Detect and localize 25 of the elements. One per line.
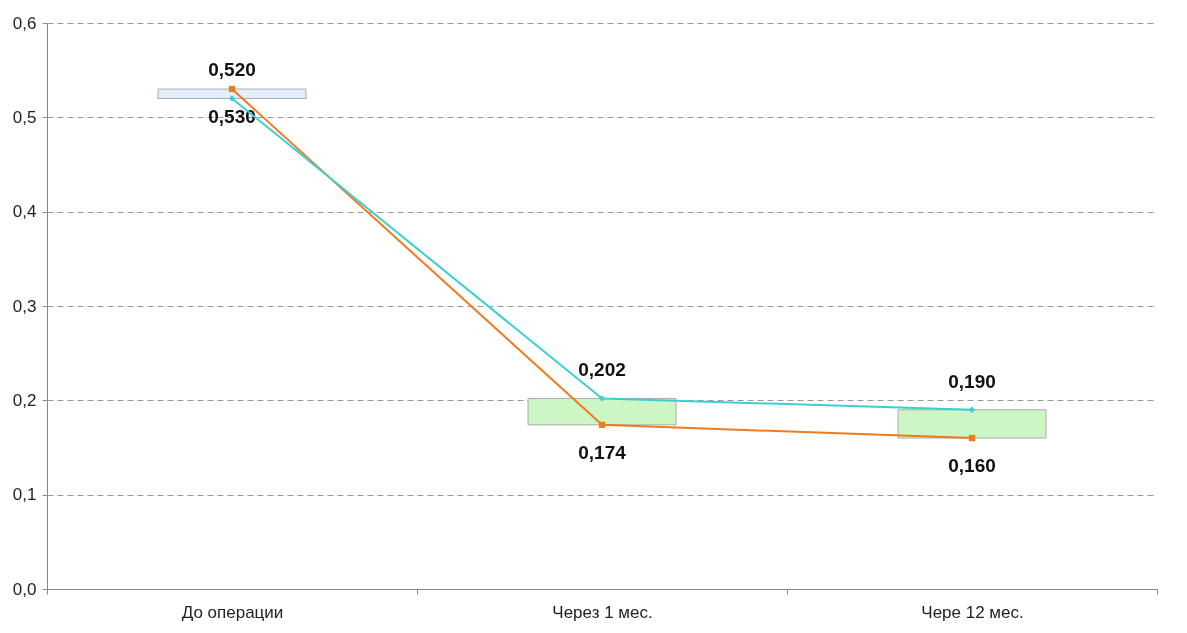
- point: [598, 421, 606, 429]
- point: [598, 395, 606, 402]
- bar: [157, 88, 307, 99]
- data-label: 0,190: [948, 370, 996, 392]
- data-label: 0,202: [578, 359, 626, 381]
- x-tick-label: До операции: [181, 602, 284, 622]
- data-label: 0,174: [578, 441, 627, 463]
- y-tick-label: 0,3: [12, 296, 37, 316]
- data-label: 0,160: [948, 455, 996, 477]
- point: [968, 434, 976, 442]
- y-tick-label: 0,0: [12, 579, 37, 599]
- bar: [897, 409, 1047, 439]
- y-tick-label: 0,4: [12, 202, 37, 222]
- y-tick-label: 0,1: [12, 485, 37, 505]
- y-tick-label: 0,2: [12, 390, 37, 410]
- bar: [527, 398, 677, 426]
- y-tick-label: 0,5: [12, 107, 37, 127]
- point: [968, 406, 976, 413]
- y-tick-label: 0,6: [12, 13, 37, 33]
- x-tick-label: Через 1 мес.: [552, 602, 653, 622]
- data-label: 0,520: [208, 59, 256, 81]
- point: [228, 85, 236, 93]
- x-tick-label: Чере 12 мес.: [921, 602, 1024, 622]
- data-label: 0,530: [208, 106, 256, 128]
- point: [228, 95, 236, 102]
